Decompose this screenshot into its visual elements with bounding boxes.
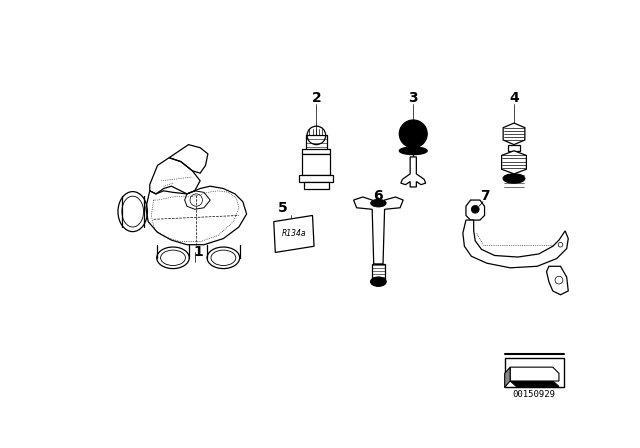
Ellipse shape (371, 277, 386, 286)
Text: 5: 5 (278, 201, 288, 215)
Bar (303, 154, 330, 176)
Text: R134a: R134a (282, 229, 306, 238)
Polygon shape (505, 367, 510, 387)
Ellipse shape (399, 147, 428, 155)
Polygon shape (463, 220, 568, 268)
Polygon shape (401, 157, 426, 187)
Circle shape (399, 120, 428, 148)
Polygon shape (353, 197, 403, 264)
Polygon shape (502, 151, 527, 174)
Ellipse shape (371, 199, 386, 207)
Polygon shape (503, 123, 525, 145)
Text: 7: 7 (480, 189, 490, 203)
Polygon shape (466, 200, 484, 220)
Circle shape (472, 206, 479, 213)
Bar (300, 176, 333, 181)
Bar (372, 264, 385, 281)
Bar (305, 135, 327, 151)
Bar (303, 149, 330, 154)
Text: 6: 6 (374, 189, 383, 203)
Text: 4: 4 (509, 91, 519, 105)
Text: 3: 3 (408, 91, 418, 105)
Bar (508, 145, 520, 151)
Text: 1: 1 (194, 246, 204, 259)
Polygon shape (547, 266, 568, 295)
Bar (304, 181, 329, 189)
Polygon shape (510, 367, 559, 381)
Text: 2: 2 (312, 91, 321, 105)
Text: 00150929: 00150929 (513, 390, 556, 399)
Bar (505, 358, 564, 387)
Polygon shape (510, 381, 559, 386)
Polygon shape (274, 215, 314, 252)
Ellipse shape (503, 174, 525, 183)
